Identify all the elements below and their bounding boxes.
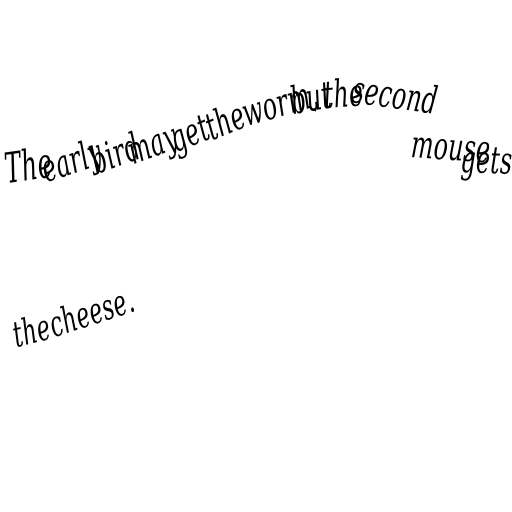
handwritten-word: second: [349, 67, 441, 123]
handwritten-word: gets: [459, 137, 512, 183]
handwritten-word: cheese.: [43, 279, 140, 346]
